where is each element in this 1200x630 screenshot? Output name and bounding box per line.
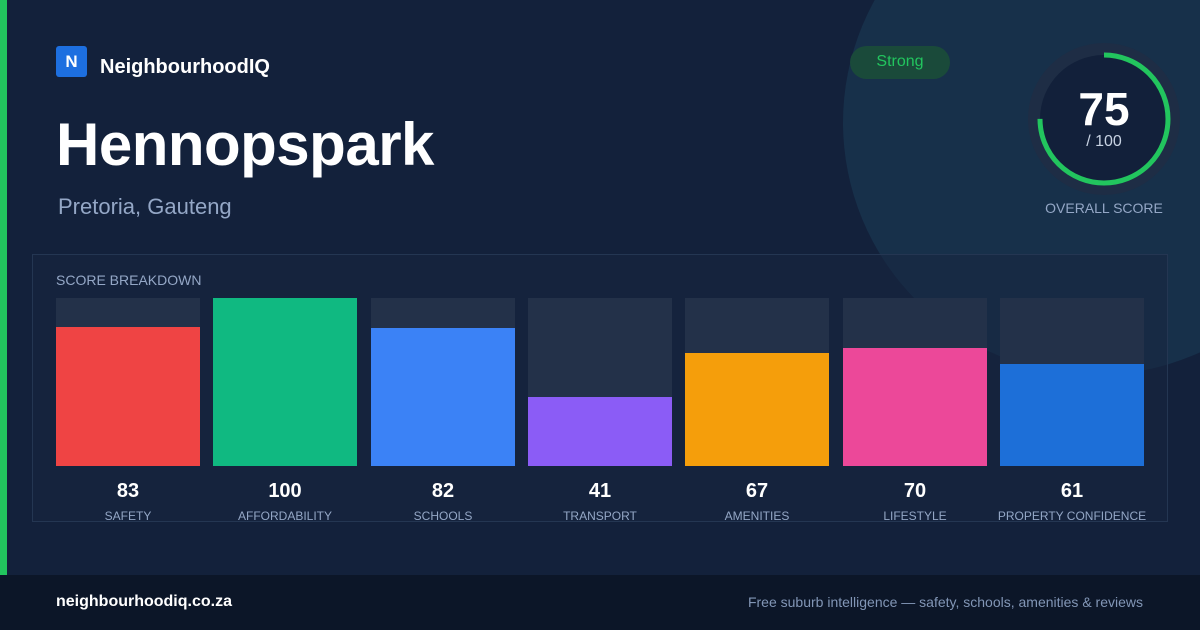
overall-score-value: 75 [1078, 83, 1130, 135]
bar-fill-amenities [685, 353, 829, 466]
bar-track-transport [528, 298, 672, 466]
logo-icon: N [56, 46, 87, 77]
footer-tagline: Free suburb intelligence — safety, schoo… [747, 594, 1143, 610]
bar-fill-safety [56, 326, 200, 466]
bar-value: 83 [116, 480, 140, 502]
bar-fill-transport [528, 397, 672, 466]
bar-value: 67 [745, 480, 769, 502]
bar-label: SAFETY [104, 509, 152, 523]
bar-value: 100 [268, 480, 302, 502]
bar-fill-affordability [213, 298, 357, 466]
bar-label: TRANSPORT [563, 509, 637, 523]
bar-track-amenities [685, 298, 829, 466]
bar-track-property-confidence [1000, 298, 1144, 466]
overall-score-label: OVERALL SCORE [1045, 200, 1163, 216]
bar-label: AFFORDABILITY [237, 509, 332, 523]
bar-value: 82 [431, 480, 455, 502]
brand-name: NeighbourhoodIQ [100, 56, 270, 78]
overall-score-ring [1028, 43, 1180, 195]
bar-value: 41 [588, 480, 612, 502]
bar-track-safety [56, 298, 200, 466]
score-ring-inner [1040, 55, 1168, 183]
bar-track-affordability [213, 298, 357, 466]
left-accent-bar [0, 0, 7, 575]
bar-label: SCHOOLS [413, 509, 473, 523]
bar-value: 61 [1060, 480, 1084, 502]
bar-track-schools [371, 298, 515, 466]
footer [0, 575, 1200, 630]
bar-fill-lifestyle [843, 348, 987, 466]
rating-badge: Strong [850, 46, 950, 79]
overall-score-max: / 100 [1086, 133, 1122, 150]
bar-value: 70 [903, 480, 927, 502]
suburb-title: Hennopspark [56, 111, 434, 178]
footer-url: neighbourhoodiq.co.za [56, 593, 232, 610]
suburb-location: Pretoria, Gauteng [58, 194, 232, 219]
bar-track-lifestyle [843, 298, 987, 466]
score-ring-progress [1037, 52, 1171, 186]
bar-label: AMENITIES [724, 509, 790, 523]
bar-label: PROPERTY CONFIDENCE [997, 509, 1147, 523]
bar-label: LIFESTYLE [883, 509, 947, 523]
bar-fill-schools [371, 328, 515, 466]
bar-fill-property-confidence [1000, 363, 1144, 466]
score-breakdown-title: SCORE BREAKDOWN [56, 272, 202, 288]
